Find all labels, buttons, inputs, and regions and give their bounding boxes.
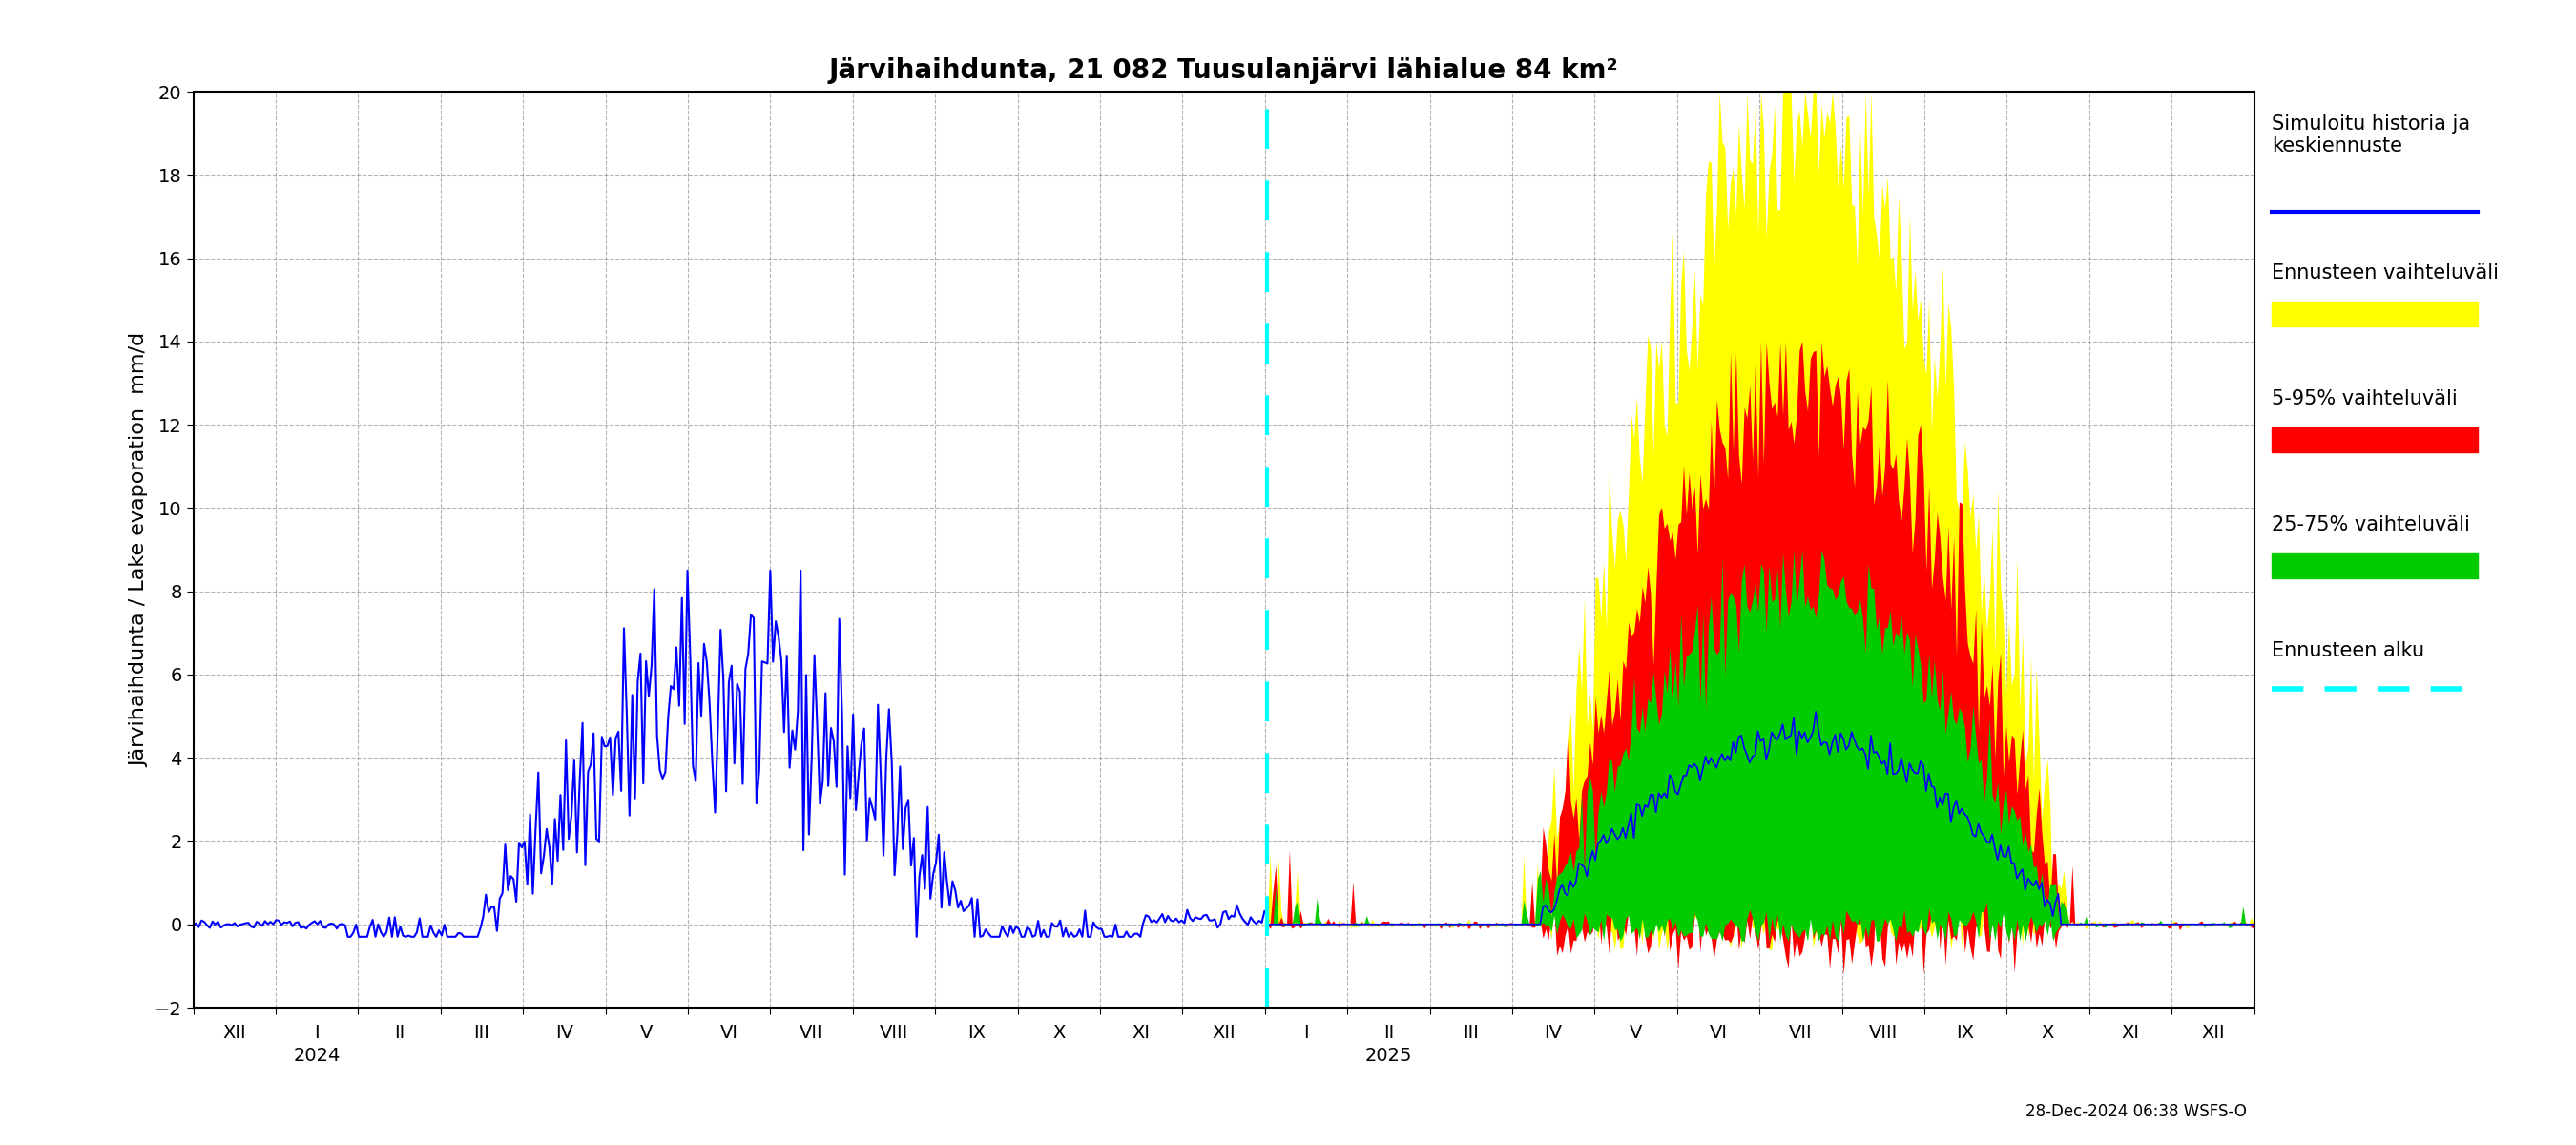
Text: VII: VII (1788, 1024, 1814, 1042)
Text: XII: XII (1211, 1024, 1236, 1042)
Text: IV: IV (554, 1024, 574, 1042)
Text: XI: XI (2120, 1024, 2141, 1042)
Text: 2024: 2024 (294, 1048, 340, 1065)
Text: VIII: VIII (1868, 1024, 1899, 1042)
Text: X: X (2043, 1024, 2053, 1042)
Text: IX: IX (1955, 1024, 1976, 1042)
Text: Ennusteen alku: Ennusteen alku (2272, 641, 2424, 661)
Text: VIII: VIII (878, 1024, 909, 1042)
Text: I: I (314, 1024, 319, 1042)
Text: X: X (1054, 1024, 1064, 1042)
Text: XII: XII (222, 1024, 247, 1042)
Title: Järvihaihdunta, 21 082 Tuusulanjärvi lähialue 84 km²: Järvihaihdunta, 21 082 Tuusulanjärvi läh… (829, 57, 1618, 84)
Text: II: II (394, 1024, 404, 1042)
Y-axis label: Järvihaihdunta / Lake evaporation  mm/d: Järvihaihdunta / Lake evaporation mm/d (131, 332, 149, 767)
Text: VI: VI (719, 1024, 739, 1042)
Text: 28-Dec-2024 06:38 WSFS-O: 28-Dec-2024 06:38 WSFS-O (2025, 1103, 2246, 1120)
Text: 2025: 2025 (1365, 1048, 1412, 1065)
Text: VI: VI (1708, 1024, 1728, 1042)
Text: 25-75% vaihteluväli: 25-75% vaihteluväli (2272, 515, 2470, 535)
Text: XI: XI (1131, 1024, 1151, 1042)
Text: IX: IX (966, 1024, 987, 1042)
Text: I: I (1303, 1024, 1309, 1042)
Text: XII: XII (2200, 1024, 2226, 1042)
Text: III: III (474, 1024, 489, 1042)
Text: Ennusteen vaihteluväli: Ennusteen vaihteluväli (2272, 263, 2499, 283)
Text: 5-95% vaihteluväli: 5-95% vaihteluväli (2272, 389, 2458, 409)
Text: VII: VII (799, 1024, 824, 1042)
Text: III: III (1463, 1024, 1479, 1042)
Text: V: V (641, 1024, 652, 1042)
Text: Simuloitu historia ja
keskiennuste: Simuloitu historia ja keskiennuste (2272, 114, 2470, 156)
Text: IV: IV (1543, 1024, 1564, 1042)
Text: V: V (1631, 1024, 1641, 1042)
Text: II: II (1383, 1024, 1394, 1042)
